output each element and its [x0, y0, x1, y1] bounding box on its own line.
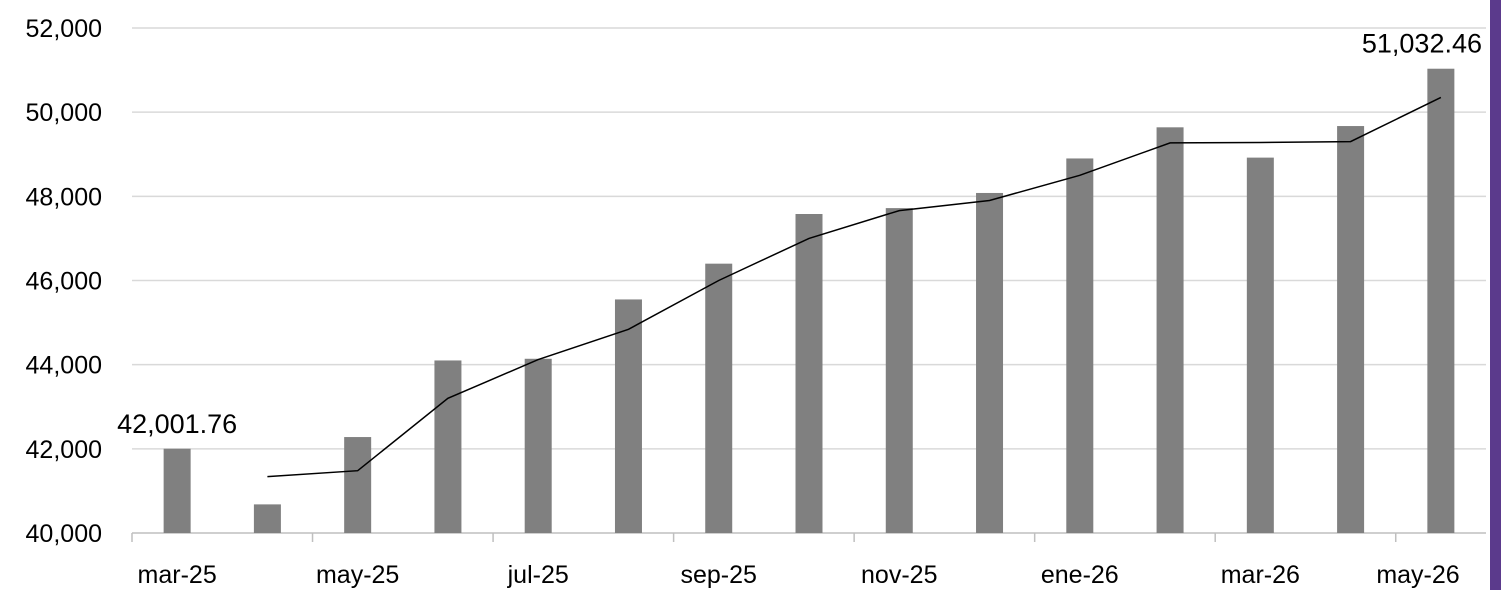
bar: [614, 299, 642, 533]
bar: [795, 214, 823, 533]
y-tick-label: 50,000: [26, 99, 102, 127]
x-tick-label: may-26: [1376, 561, 1459, 589]
bar: [1066, 158, 1094, 534]
x-tick-label: may-25: [316, 561, 399, 589]
bar: [1427, 68, 1455, 533]
y-tick-label: 48,000: [26, 183, 102, 211]
data-label: 42,001.76: [117, 409, 237, 439]
bar: [1246, 157, 1274, 533]
bar: [253, 504, 281, 533]
y-tick-label: 44,000: [26, 352, 102, 380]
side-accent-bar: [1490, 0, 1501, 590]
bar: [163, 448, 191, 533]
x-tick-label: mar-26: [1221, 561, 1300, 589]
bar: [524, 358, 552, 533]
x-tick-label: nov-25: [861, 561, 937, 589]
bar: [344, 437, 372, 533]
x-tick-label: ene-26: [1041, 561, 1119, 589]
data-label: 51,032.46: [1362, 29, 1482, 59]
bar: [976, 192, 1004, 533]
bar: [885, 208, 913, 533]
bar: [1337, 126, 1365, 533]
x-tick-label: mar-25: [138, 561, 217, 589]
y-tick-label: 52,000: [26, 15, 102, 43]
y-tick-label: 46,000: [26, 268, 102, 296]
y-tick-label: 42,000: [26, 436, 102, 464]
x-tick-label: sep-25: [681, 561, 757, 589]
bar: [1156, 127, 1184, 534]
y-tick-label: 40,000: [26, 520, 102, 548]
bar: [434, 360, 462, 533]
trend-line: [267, 96, 1442, 478]
x-tick-label: jul-25: [507, 561, 569, 589]
bar: [705, 263, 733, 533]
